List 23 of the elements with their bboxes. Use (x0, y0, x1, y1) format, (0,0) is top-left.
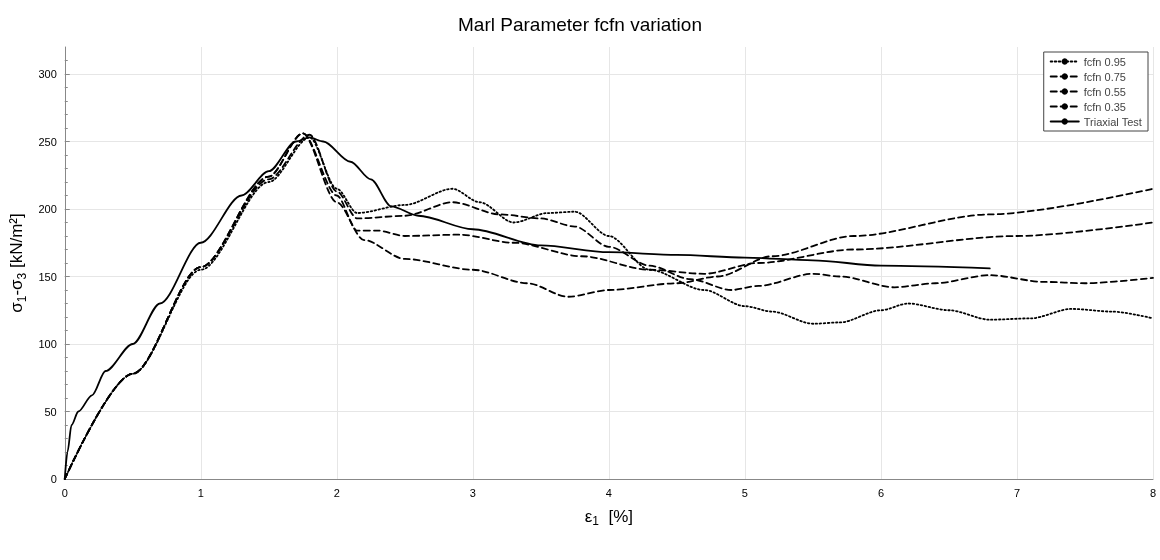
x-tick-label: 4 (605, 486, 612, 499)
x-tick-label: 0 (61, 486, 68, 499)
x-tick-label: 3 (469, 486, 476, 499)
legend-label: fcfn 0.75 (1083, 70, 1126, 83)
x-tick-label: 1 (197, 486, 204, 499)
x-tick-label: 2 (333, 486, 340, 499)
x-tick-label: 5 (741, 486, 748, 499)
chart-title: Marl Parameter fcfn variation (458, 14, 702, 35)
y-tick-label: 0 (50, 473, 57, 485)
y-tick-label: 150 (38, 270, 57, 283)
y-tick-label: 200 (38, 203, 57, 215)
x-tick-label: 8 (1149, 486, 1157, 499)
legend-label: fcfn 0.95 (1083, 55, 1126, 68)
y-tick-label: 300 (38, 68, 57, 80)
legend-label: fcfn 0.55 (1083, 85, 1126, 98)
y-tick-label: 50 (44, 405, 57, 418)
y-tick-label: 250 (38, 135, 57, 148)
y-axis-title: σ1-σ3 [kN/m²] (7, 213, 29, 313)
y-tick-label: 100 (38, 338, 57, 350)
legend-label: fcfn 0.35 (1083, 100, 1126, 113)
legend-label: Triaxial Test (1083, 115, 1142, 128)
x-tick-label: 7 (1013, 486, 1021, 499)
x-tick-label: 6 (877, 486, 884, 499)
